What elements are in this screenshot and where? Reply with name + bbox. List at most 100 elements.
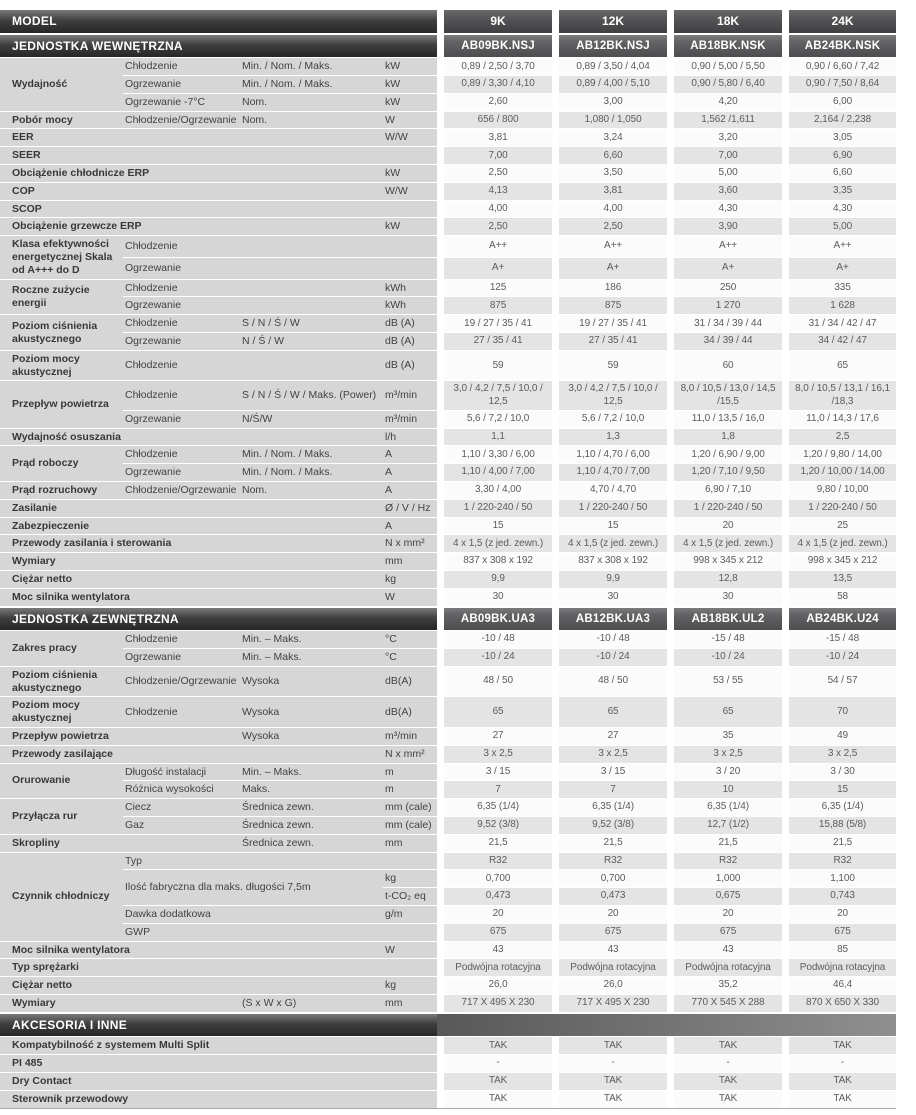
row-unit [383, 1089, 438, 1108]
row-unit [383, 922, 438, 941]
row-unit [383, 851, 438, 870]
value-cell: 48 / 50 [552, 665, 668, 697]
table-row: Poziom ciśnienia akustycznego Chłodzenie/… [0, 665, 897, 697]
value-cell: 0,90 / 5,80 / 6,40 [667, 75, 783, 93]
table-row: Czynnik chłodniczy Typ R32 R32 R32 R32 [0, 851, 897, 941]
row-sub-label: Ogrzewanie [123, 409, 240, 428]
value-cell: 2,50 [437, 164, 553, 182]
row-detail-label: Wysoka [240, 726, 383, 745]
size-header: 9K [437, 8, 553, 33]
row-group-label: Sterownik przewodowy [0, 1089, 383, 1108]
table-row: Pobór mocy Chłodzenie/Ogrzewanie Nom. W 656 … [0, 110, 897, 129]
value-cell: 20 [667, 904, 783, 923]
value-cell: 6,35 (1/4) [782, 798, 897, 816]
value-cell: A++ [667, 235, 783, 257]
row-group-label: Dry Contact [0, 1071, 383, 1090]
value-cell: 58 [782, 587, 897, 606]
row-group-label: Roczne zużycie energii [0, 278, 123, 315]
value-cell: 0,89 / 3,50 / 4,04 [552, 57, 668, 76]
row-sub-label: Chłodzenie [123, 235, 240, 257]
row-sub-label: Chłodzenie [123, 278, 240, 297]
table-row: Prąd rozruchowy Chłodzenie/Ogrzewanie Nom.… [0, 480, 897, 499]
value-cell: 43 [437, 940, 553, 959]
row-unit: m [383, 780, 438, 799]
value-cell: TAK [552, 1071, 668, 1090]
row-sub-label: Chłodzenie [123, 445, 240, 464]
value-cell: 35 [667, 726, 783, 745]
value-cell: 1,10 / 4,70 / 6,00 [552, 445, 668, 464]
value-cell: 30 [667, 587, 783, 606]
value-cell: 4 x 1,5 (z jed. zewn.) [552, 534, 668, 553]
value-cell: R32 [437, 851, 553, 870]
value-cell: 1,20 / 7,10 / 9,50 [667, 463, 783, 481]
row-detail-label: Nom. [240, 92, 383, 111]
value-cell: A++ [437, 235, 553, 257]
row-group-label: Poziom mocy akustycznej [0, 349, 123, 381]
value-cell: - [552, 1054, 668, 1072]
table-row: Ogrzewanie Min. / Nom. / Maks. A 1,10 / 4,0… [0, 463, 897, 481]
row-group-label: Przepływ powietrza [0, 726, 240, 745]
value-cell: 1 / 220-240 / 50 [437, 498, 553, 517]
value-cell: 31 / 34 / 39 / 44 [667, 314, 783, 332]
row-sub-label: Typ [123, 851, 240, 870]
value-cell: 2,60 [437, 92, 553, 111]
row-unit: g/m [383, 904, 438, 923]
value-cell: 27 / 35 / 41 [437, 332, 553, 350]
row-group-label: SCOP [0, 199, 383, 218]
row-group-label: Przewody zasilania i sterowania [0, 534, 383, 553]
value-cell: 0,700 [437, 869, 553, 888]
row-detail-label: Min. – Maks. [240, 762, 383, 781]
table-row: Ogrzewanie Min. – Maks. °C -10 / 24 -10 / 24… [0, 647, 897, 666]
value-cell: 3 x 2,5 [552, 744, 668, 763]
row-detail-label [240, 256, 383, 279]
row-unit: mm [383, 552, 438, 570]
row-sub-label: Ogrzewanie [123, 647, 240, 666]
value-cell: -10 / 24 [782, 647, 897, 666]
value-cell: Podwójna rotacyjna [782, 958, 897, 977]
row-unit [383, 146, 438, 165]
header-row: MODEL 9K 12K 18K 24K [0, 8, 897, 33]
row-group-label: COP [0, 181, 383, 200]
value-cell: 0,700 [552, 869, 668, 888]
row-group-label: SEER [0, 146, 383, 165]
row-unit: kg [383, 869, 438, 888]
row-detail-label: Średnica zewn. [240, 815, 383, 834]
row-group-label: Przewody zasilające [0, 744, 383, 763]
row-group-label: Orurowanie [0, 762, 123, 799]
value-cell: 34 / 42 / 47 [782, 332, 897, 350]
row-group-label: Obciążenie chłodnicze ERP [0, 164, 383, 182]
row-detail-label: Nom. [240, 480, 383, 499]
value-cell: 6,60 [782, 164, 897, 182]
row-sub-label: Dawka dodatkowa [123, 904, 240, 923]
value-cell: 65 [667, 696, 783, 727]
table-row: PI 485- - - - [0, 1054, 897, 1072]
row-unit: °C [383, 630, 438, 648]
table-row: Poziom mocy akustycznej Chłodzenie dB (A) 5… [0, 349, 897, 381]
table-row: Sterownik przewodowy TAK TAK TAK TAK [0, 1089, 897, 1108]
table-row: Wydajność Chłodzenie Min. / Nom. / Maks. kW… [0, 57, 897, 111]
row-unit [383, 256, 438, 279]
value-cell: 250 [667, 278, 783, 297]
row-group-label: Skropliny [0, 833, 240, 852]
value-cell: 2,50 [437, 217, 553, 236]
value-cell: - [437, 1054, 553, 1072]
value-cell: TAK [437, 1071, 553, 1090]
section-title: JEDNOSTKA WEWNĘTRZNA [0, 32, 438, 58]
value-cell: 4,70 / 4,70 [552, 480, 668, 499]
row-unit: dB (A) [383, 332, 438, 350]
row-unit: m³/min [383, 409, 438, 428]
row-detail-label: Nom. [240, 110, 383, 129]
row-unit: A [383, 463, 438, 481]
row-sub-label: Ciecz [123, 798, 240, 816]
value-cell: 3 / 30 [782, 762, 897, 781]
value-cell: 837 x 308 x 192 [437, 552, 553, 570]
value-cell: -10 / 24 [437, 647, 553, 666]
table-row: GWP 675 675 675 675 [0, 922, 897, 941]
row-detail-label: Średnica zewn. [240, 798, 383, 816]
value-cell: A+ [667, 256, 783, 279]
row-detail-label: S / N / Ś / W [240, 314, 383, 332]
row-sub-label: Różnica wysokości [123, 780, 240, 799]
row-unit: N x mm² [383, 744, 438, 763]
row-sub-label: Chłodzenie [123, 630, 240, 648]
value-cell: 20 [437, 904, 553, 923]
